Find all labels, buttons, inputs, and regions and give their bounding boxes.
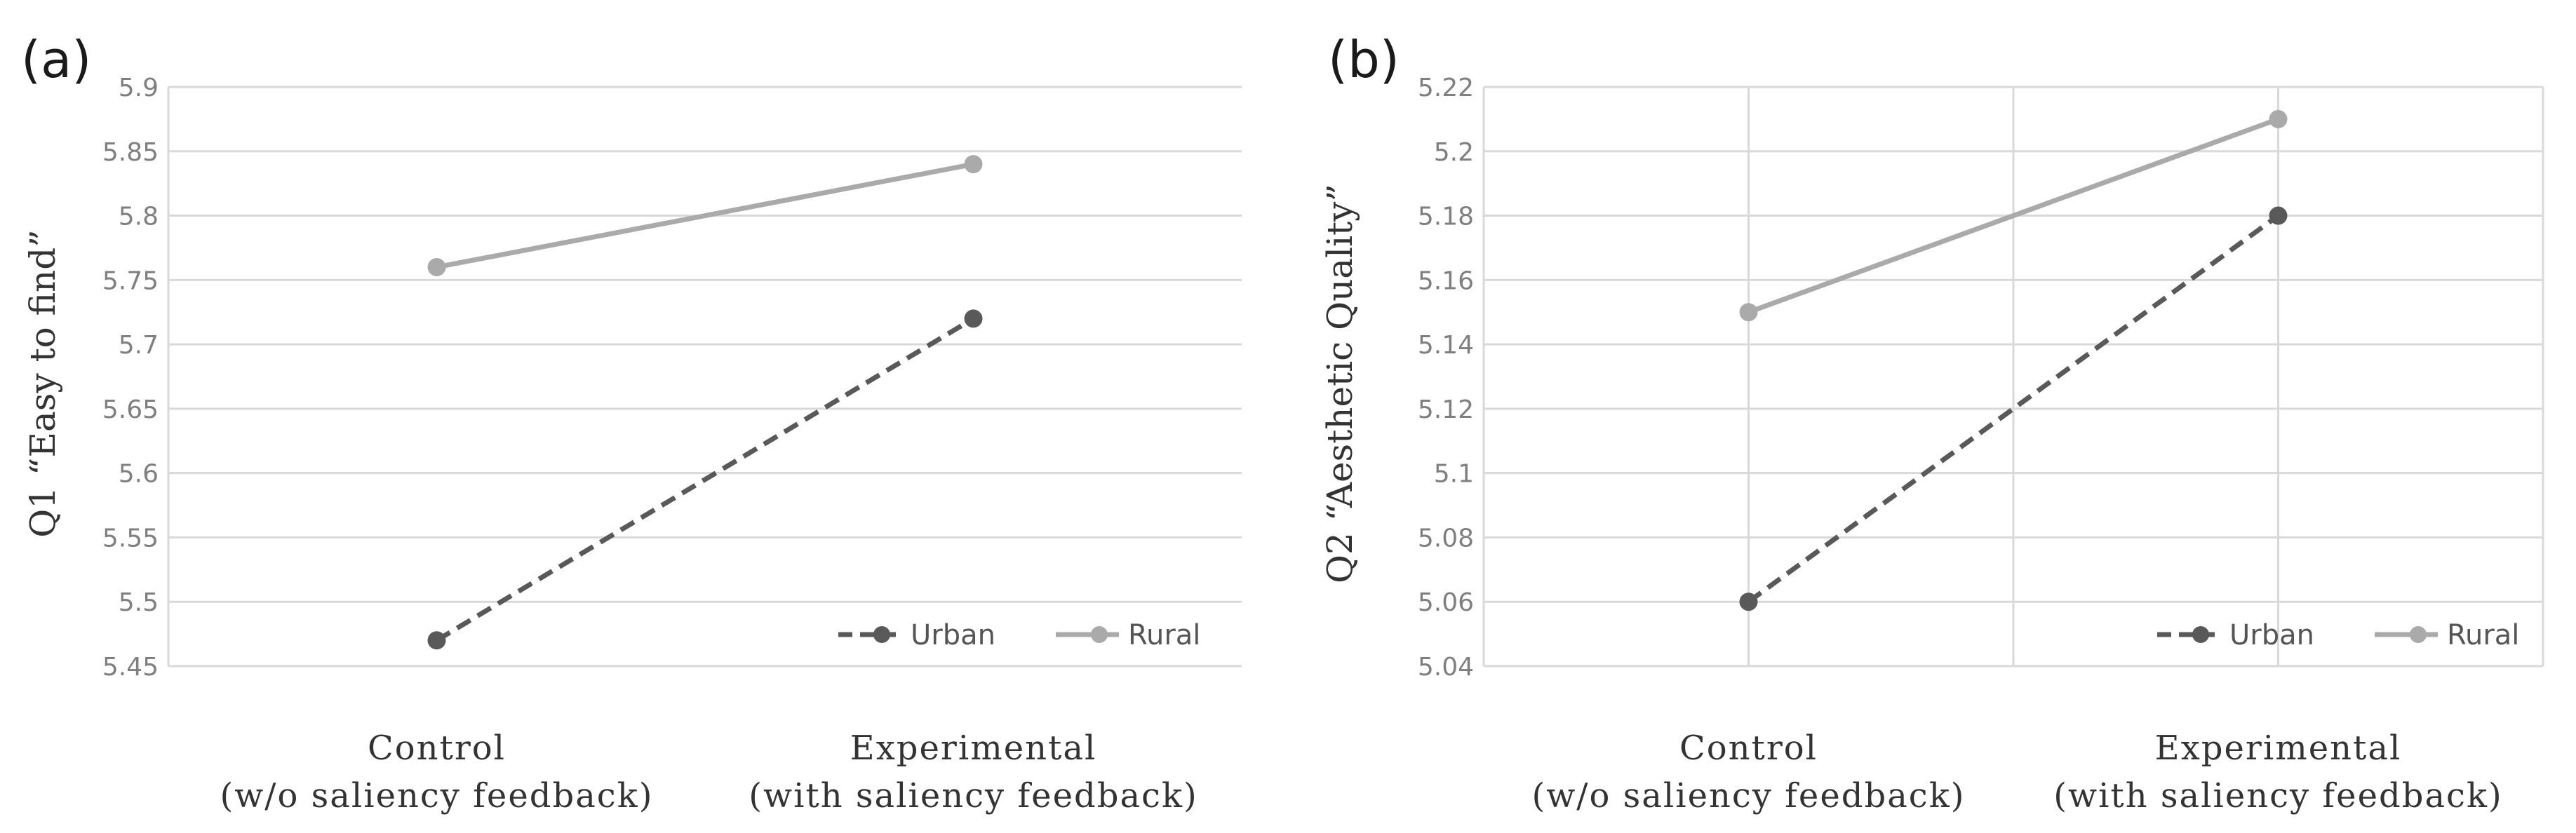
data-point-urban xyxy=(964,309,983,328)
y-tick-label: 5.75 xyxy=(102,266,159,295)
y-tick-label: 5.65 xyxy=(102,395,159,424)
y-tick-label: 5.08 xyxy=(1418,524,1474,553)
legend-marker xyxy=(2192,626,2209,643)
y-tick-label: 5.18 xyxy=(1418,203,1474,231)
y-axis-label: Q1 “Easy to find” xyxy=(22,229,63,538)
data-point-urban xyxy=(1739,592,1758,611)
series-line-urban xyxy=(435,316,975,643)
legend-label: Urban xyxy=(911,619,995,651)
y-tick-label: 5.06 xyxy=(1418,588,1474,617)
legend-marker xyxy=(873,626,890,643)
x-category-label: Control xyxy=(1679,729,1818,768)
legend-marker xyxy=(1091,626,1108,643)
y-tick-label: 5.7 xyxy=(119,331,159,360)
y-tick-label: 5.9 xyxy=(119,74,159,102)
y-tick-label: 5.2 xyxy=(1434,138,1474,167)
data-point-urban xyxy=(2269,206,2288,225)
legend-entry-rural: Rural xyxy=(1056,619,1200,651)
legend-label: Rural xyxy=(1128,619,1200,651)
y-tick-label: 5.14 xyxy=(1418,331,1474,360)
x-category-label: (with saliency feedback) xyxy=(749,776,1198,815)
x-category-label: Control xyxy=(368,729,506,768)
y-tick-label: 5.85 xyxy=(102,138,159,167)
y-tick-label: 5.1 xyxy=(1434,460,1474,489)
y-tick-label: 5.16 xyxy=(1418,266,1474,295)
y-tick-label: 5.55 xyxy=(102,524,159,553)
y-tick-label: 5.04 xyxy=(1418,653,1474,682)
legend-entry-urban: Urban xyxy=(838,619,995,651)
data-point-urban xyxy=(427,631,446,650)
series-line-urban xyxy=(1747,213,2280,604)
y-tick-label: 5.6 xyxy=(119,460,159,489)
x-category-label: (w/o saliency feedback) xyxy=(1531,776,1965,815)
panel-label: (b) xyxy=(1328,30,1400,89)
x-category-label: Experimental xyxy=(850,729,1097,768)
y-tick-label: 5.5 xyxy=(119,588,159,617)
y-tick-label: 5.12 xyxy=(1418,395,1474,424)
legend-entry-urban: Urban xyxy=(2157,619,2314,651)
y-axis-label: Q2 “Aesthetic Quality” xyxy=(1320,184,1360,583)
chart-panel-1: (b) 5.04 5.06 5.08 5.1 5.12 5.14 5.16 5.18 5.2 5.2… xyxy=(1320,30,2544,815)
series-line-rural xyxy=(1747,116,2279,315)
y-tick-label: 5.45 xyxy=(102,653,159,682)
legend-marker xyxy=(2410,626,2427,643)
legend-label: Urban xyxy=(2229,619,2314,651)
legend-label: Rural xyxy=(2447,619,2519,651)
legend-entry-rural: Rural xyxy=(2375,619,2519,651)
data-point-rural xyxy=(1739,303,1758,322)
y-tick-label: 5.8 xyxy=(119,203,159,231)
data-point-rural xyxy=(427,257,446,276)
x-category-label: (w/o saliency feedback) xyxy=(220,776,653,815)
data-point-rural xyxy=(2269,109,2288,128)
panel-label: (a) xyxy=(21,30,91,89)
x-category-label: (with saliency feedback) xyxy=(2053,776,2503,815)
chart-panel-0: (a) 5.45 5.5 5.55 5.6 5.65 5.7 5.75 5.8 5.85 5.9 Q1… xyxy=(21,30,1242,815)
data-point-rural xyxy=(964,155,983,174)
y-tick-label: 5.22 xyxy=(1418,74,1474,102)
x-category-label: Experimental xyxy=(2155,729,2402,768)
series-line-rural xyxy=(436,161,974,270)
